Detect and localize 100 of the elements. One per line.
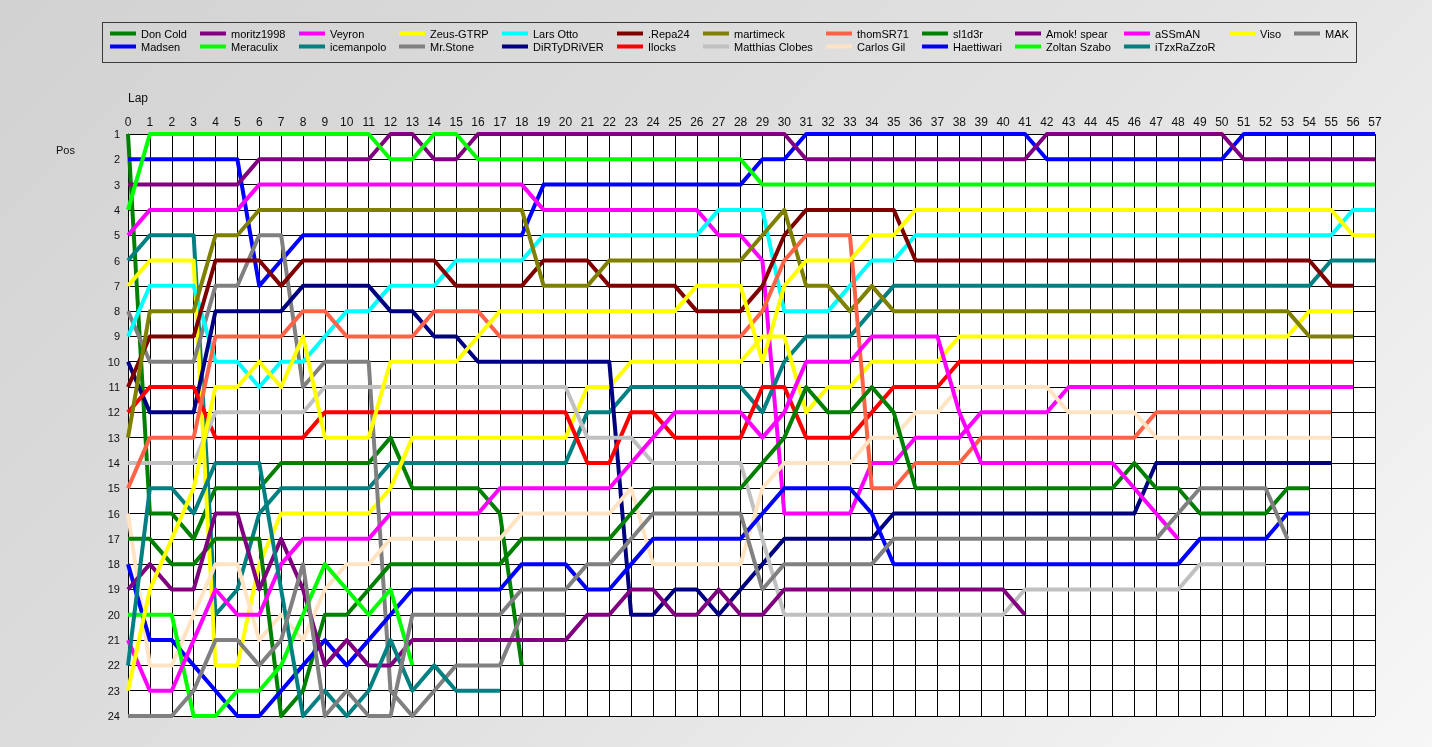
- x-tick-label: 40: [996, 115, 1011, 129]
- x-tick-label: 33: [843, 115, 857, 129]
- x-tick-label: 22: [602, 115, 617, 129]
- x-tick-label: 13: [405, 115, 420, 129]
- x-tick-label: 1: [146, 115, 154, 129]
- line-series: [126, 132, 1377, 288]
- x-tick-label: 51: [1237, 115, 1251, 129]
- line-series: [126, 359, 1356, 465]
- x-tick-label: 52: [1258, 115, 1273, 129]
- y-tick-label: 20: [107, 608, 120, 621]
- y-tick-label: 1: [113, 128, 120, 140]
- x-tick-label: 32: [821, 115, 836, 129]
- line-series: [126, 207, 1377, 693]
- y-tick-label: 11: [108, 381, 120, 394]
- legend-label: icemanpolo: [330, 40, 387, 53]
- legend-label: Amok! spear: [1046, 27, 1109, 40]
- x-tick-label: 20: [558, 115, 573, 129]
- legend-label: Lars Otto: [533, 27, 579, 40]
- x-tick-label: 36: [908, 115, 923, 129]
- line-series: [126, 511, 1027, 668]
- line-series: [126, 132, 1377, 212]
- x-tick-label: 42: [1040, 115, 1054, 129]
- legend-label: .Repa24: [648, 27, 690, 40]
- x-tick-label: 16: [471, 115, 486, 129]
- x-axis-title: Lap: [128, 91, 149, 105]
- y-tick-label: 23: [107, 684, 120, 697]
- x-tick-label: 37: [930, 115, 945, 129]
- legend-label: Don Cold: [141, 27, 187, 40]
- legend-label: MAK: [1325, 27, 1350, 40]
- legend-label: Mr.Stone: [430, 40, 475, 53]
- x-tick-label: 38: [952, 115, 967, 129]
- x-tick-label: 56: [1346, 115, 1361, 129]
- x-tick-label: 34: [865, 115, 879, 129]
- legend-label: Matthias Clobes: [734, 40, 814, 53]
- y-tick-label: 3: [113, 178, 120, 191]
- x-tick-label: 35: [887, 115, 901, 129]
- x-tick-label: 15: [449, 115, 464, 129]
- x-tick-label: 4: [212, 115, 220, 129]
- y-tick-label: 19: [107, 583, 120, 596]
- legend-label: Madsen: [141, 40, 181, 53]
- y-tick-label: 16: [107, 507, 120, 520]
- y-tick-label: 10: [107, 355, 120, 368]
- x-tick-label: 7: [277, 115, 285, 129]
- legend-label: Veyron: [330, 27, 365, 40]
- y-tick-label: 4: [113, 203, 120, 216]
- y-tick-label: 6: [113, 254, 120, 267]
- x-tick-label: 53: [1280, 115, 1295, 129]
- x-tick-label: 0: [124, 115, 132, 129]
- y-tick-label: 18: [107, 558, 120, 571]
- line-series: [126, 385, 1268, 617]
- x-tick-label: 8: [299, 115, 307, 129]
- x-tick-label: 12: [383, 115, 398, 129]
- x-tick-label: 10: [340, 115, 354, 129]
- y-tick-label: 8: [113, 305, 120, 318]
- x-tick-label: 43: [1062, 115, 1076, 129]
- line-series: [126, 283, 1334, 617]
- x-tick-label: 11: [362, 115, 376, 129]
- x-tick-label: 45: [1105, 115, 1120, 129]
- legend-label: martimeck: [734, 27, 786, 40]
- line-series: [126, 233, 1334, 491]
- x-tick-label: 26: [690, 115, 704, 129]
- legend-label: Zoltan Szabo: [1046, 40, 1111, 53]
- x-tick-label: 28: [733, 115, 748, 129]
- x-tick-label: 46: [1127, 115, 1142, 129]
- x-tick-label: 17: [493, 115, 507, 129]
- legend-label: Carlos Gil: [857, 40, 906, 53]
- y-axis-title: Pos: [56, 144, 76, 156]
- legend-label: moritz1998: [231, 27, 286, 40]
- x-tick-label: 49: [1193, 115, 1207, 129]
- y-tick-label: 13: [107, 431, 120, 444]
- y-tick-label: 22: [107, 659, 120, 672]
- x-tick-label: 29: [755, 115, 770, 129]
- x-tick-label: 31: [799, 115, 814, 129]
- x-tick-label: 6: [255, 115, 263, 129]
- legend-label: iTzxRaZzoR: [1155, 40, 1216, 53]
- x-tick-label: 21: [580, 115, 595, 129]
- x-tick-label: 48: [1171, 115, 1186, 129]
- x-tick-label: 3: [190, 115, 198, 129]
- legend-label: Meraculix: [231, 40, 279, 53]
- x-tick-label: 41: [1018, 115, 1032, 129]
- x-tick-label: 14: [427, 115, 442, 129]
- y-tick-label: 7: [113, 279, 120, 292]
- legend-label: aSSmAN: [1155, 27, 1201, 40]
- x-tick-label: 47: [1149, 115, 1164, 129]
- x-tick-label: 25: [668, 115, 682, 129]
- x-tick-label: 24: [646, 115, 661, 129]
- legend-label: Ilocks: [648, 40, 677, 53]
- line-series: [126, 207, 1356, 440]
- y-tick-label: 12: [107, 406, 120, 419]
- legend-label: sl1d3r: [953, 27, 984, 40]
- line-series: [126, 562, 415, 718]
- x-tick-label: 30: [777, 115, 792, 129]
- y-tick-label: 17: [107, 532, 120, 545]
- x-tick-label: 5: [234, 115, 242, 129]
- x-tick-label: 55: [1324, 115, 1339, 129]
- x-tick-label: 18: [515, 115, 529, 129]
- legend-label: Haettiwari: [953, 40, 1002, 53]
- y-tick-label: 2: [113, 153, 120, 166]
- x-tick-label: 23: [624, 115, 639, 129]
- y-tick-label: 24: [107, 710, 120, 722]
